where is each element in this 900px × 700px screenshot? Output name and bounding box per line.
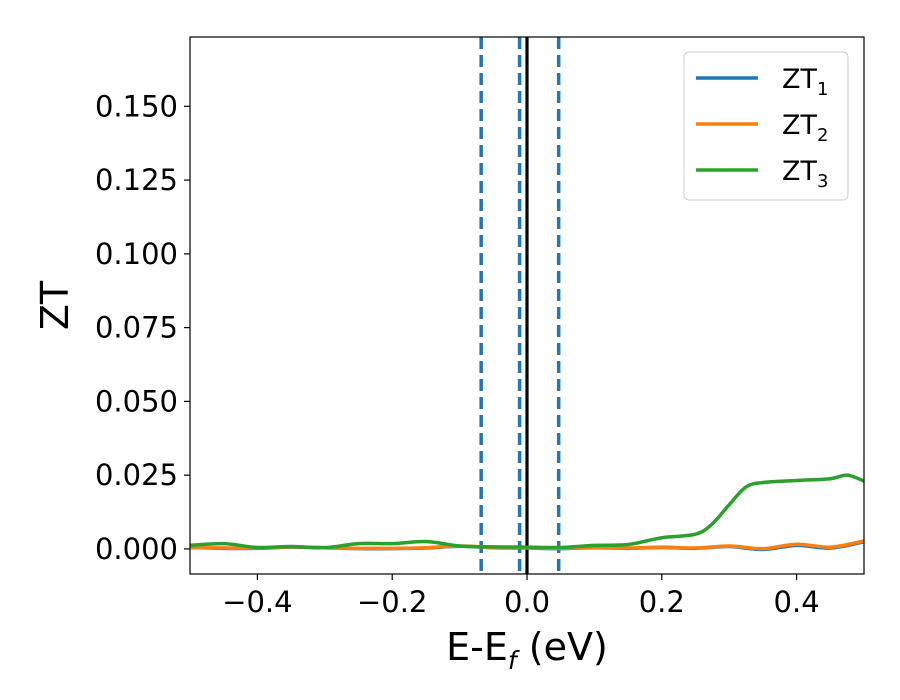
- y-axis-ticks: 0.000 0.025 0.050 0.075 0.100 0.125 0.150: [95, 89, 190, 566]
- x-tick-label: −0.4: [222, 585, 292, 619]
- legend-label-zt1: ZT1: [782, 64, 828, 100]
- x-axis-label-main: E-E: [446, 625, 508, 669]
- y-axis-label: ZT: [33, 280, 77, 330]
- legend-label-zt2: ZT2: [782, 110, 828, 146]
- x-tick-label: 0.4: [774, 585, 820, 619]
- x-tick-label: −0.2: [357, 585, 427, 619]
- y-tick-label: 0.025: [95, 458, 178, 492]
- legend-box: [683, 51, 849, 201]
- x-axis-ticks: −0.4 −0.2 0.0 0.2 0.4: [222, 574, 820, 619]
- x-tick-label: 0.0: [504, 585, 550, 619]
- legend: ZT1 ZT2 ZT3: [683, 51, 849, 201]
- legend-label-zt3: ZT3: [782, 156, 828, 192]
- x-axis-label: E-Ef (eV): [446, 625, 608, 675]
- y-tick-label: 0.075: [95, 311, 178, 345]
- x-axis-label-unit: (eV): [517, 625, 608, 669]
- y-tick-label: 0.100: [95, 237, 178, 271]
- reference-lines: [479, 37, 561, 574]
- x-tick-label: 0.2: [639, 585, 685, 619]
- y-tick-label: 0.050: [95, 384, 178, 418]
- series-line-zt3: [190, 473, 864, 550]
- y-tick-label: 0.150: [95, 89, 178, 123]
- y-tick-label: 0.125: [95, 163, 178, 197]
- y-tick-label: 0.000: [95, 532, 178, 566]
- series-lines: [190, 473, 864, 552]
